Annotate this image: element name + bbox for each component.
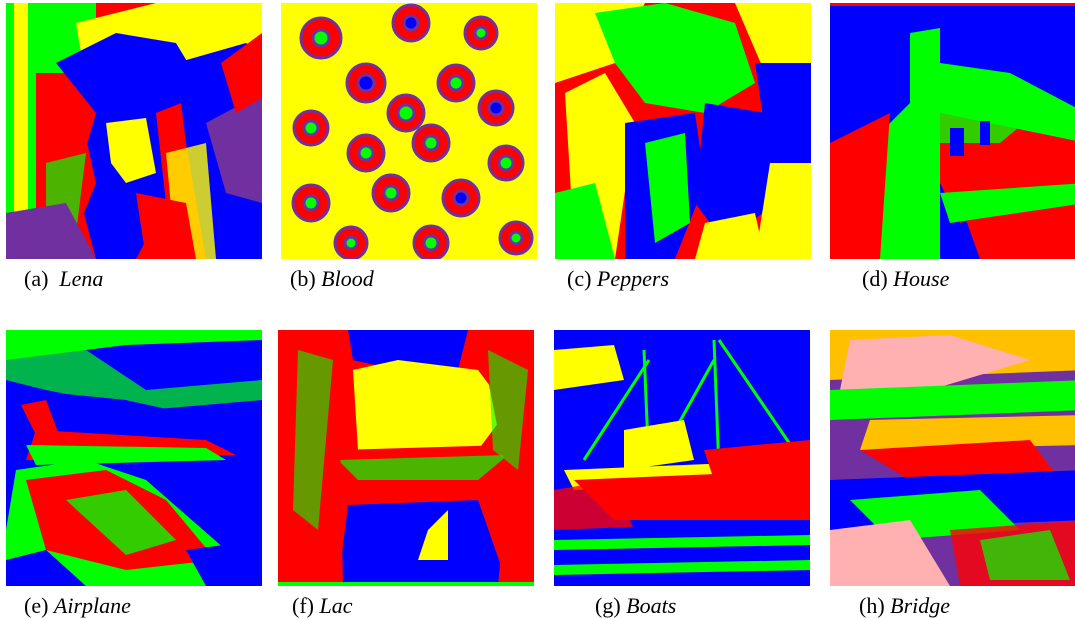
segmented-image-boats — [554, 330, 810, 586]
caption-blood: (b) Blood — [290, 266, 546, 292]
caption-airplane: (e) Airplane — [24, 593, 280, 619]
caption-label: (g) — [595, 593, 621, 618]
caption-bridge: (h) Bridge — [859, 593, 1075, 619]
segmented-image-blood — [281, 3, 537, 259]
segmented-image-airplane — [6, 330, 262, 586]
segmented-image-peppers — [555, 3, 811, 259]
segmented-image-lac — [278, 330, 534, 586]
segmented-image-house — [830, 3, 1075, 259]
caption-name: Blood — [321, 266, 374, 291]
caption-name: Bridge — [890, 593, 951, 618]
segmented-image-bridge — [830, 330, 1075, 586]
caption-label: (a) — [24, 266, 49, 291]
caption-lac: (f) Lac — [292, 593, 548, 619]
caption-label: (e) — [24, 593, 49, 618]
caption-name: Boats — [626, 593, 677, 618]
caption-house: (d) House — [862, 266, 1075, 292]
caption-peppers: (c) Peppers — [567, 266, 823, 292]
caption-label: (b) — [290, 266, 316, 291]
caption-name: Lac — [319, 593, 353, 618]
caption-label: (f) — [292, 593, 314, 618]
segmented-image-lena — [6, 3, 262, 259]
caption-name: Airplane — [53, 593, 131, 618]
caption-name: Peppers — [596, 266, 670, 291]
caption-lena: (a) Lena — [24, 266, 280, 292]
caption-boats: (g) Boats — [595, 593, 851, 619]
caption-label: (c) — [567, 266, 592, 291]
caption-name: House — [893, 266, 950, 291]
caption-label: (h) — [859, 593, 885, 618]
caption-name: Lena — [59, 266, 104, 291]
caption-label: (d) — [862, 266, 888, 291]
